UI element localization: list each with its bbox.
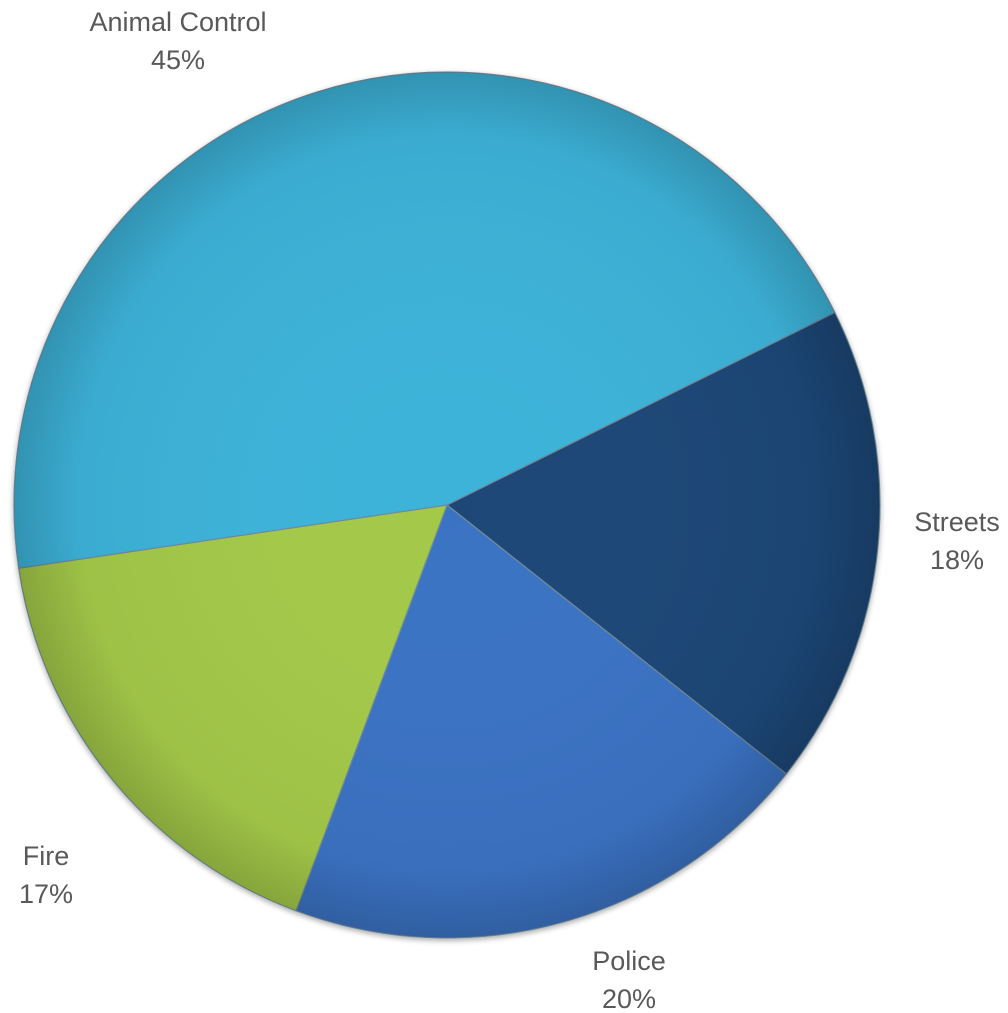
label-fire-name: Fire — [23, 841, 70, 871]
label-police-name: Police — [592, 946, 666, 976]
pie-slices — [13, 71, 881, 939]
label-streets-value: 18% — [930, 545, 984, 575]
label-fire-value: 17% — [19, 879, 73, 909]
label-police-value: 20% — [602, 984, 656, 1013]
label-animal-control-value: 45% — [151, 45, 205, 75]
label-streets-name: Streets — [914, 507, 1000, 537]
label-animal-control-name: Animal Control — [89, 7, 266, 37]
